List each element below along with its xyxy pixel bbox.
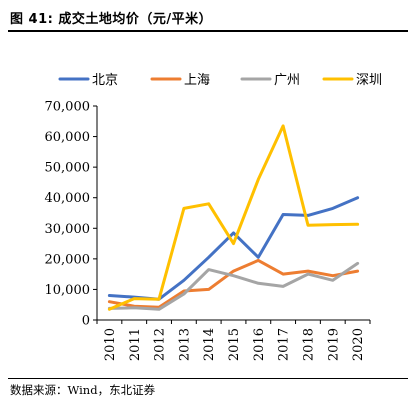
legend: 北京 上海 广州 深圳 bbox=[58, 73, 382, 88]
legend-label-3: 广州 bbox=[274, 73, 300, 88]
x-tick-label: 2012 bbox=[153, 328, 168, 361]
x-tick-label: 2017 bbox=[277, 328, 292, 361]
x-tick-label: 2019 bbox=[326, 328, 341, 361]
series-line-4 bbox=[107, 124, 360, 311]
y-axis: 0 10,000 20,000 30,000 40,000 50,000 60,000 70,… bbox=[45, 100, 98, 329]
x-tick-label: 2014 bbox=[202, 328, 217, 361]
title-rule bbox=[8, 30, 408, 32]
x-tick-label: 2016 bbox=[252, 328, 267, 361]
y-tick-label: 60,000 bbox=[45, 130, 91, 145]
x-tick-label: 2015 bbox=[227, 328, 242, 361]
x-tick-label: 2011 bbox=[128, 328, 143, 361]
y-tick-label: 30,000 bbox=[45, 222, 91, 237]
series-line-3 bbox=[107, 261, 360, 311]
x-axis: 2010 2011 2012 2013 2014 2015 2016 2017 2018 2019… bbox=[96, 319, 371, 361]
legend-label-4: 深圳 bbox=[356, 73, 382, 88]
x-tick-label: 2010 bbox=[103, 328, 118, 361]
figure-title: 图 41: 成交土地均价（元/平米） bbox=[10, 12, 213, 27]
series-line-1 bbox=[107, 196, 360, 301]
y-tick-label: 40,000 bbox=[45, 191, 91, 206]
y-tick-label: 10,000 bbox=[45, 283, 91, 298]
y-tick-label: 20,000 bbox=[45, 252, 91, 267]
y-tick-label: 0 bbox=[82, 314, 90, 329]
x-tick-label: 2020 bbox=[351, 328, 366, 361]
legend-label-1: 北京 bbox=[92, 73, 118, 88]
source-note: 数据来源：Wind，东北证券 bbox=[10, 383, 156, 397]
y-tick-label: 70,000 bbox=[45, 100, 91, 115]
y-tick-label: 50,000 bbox=[45, 161, 91, 176]
x-tick-label: 2018 bbox=[302, 328, 317, 361]
legend-label-2: 上海 bbox=[184, 73, 210, 88]
series-group bbox=[107, 124, 360, 311]
x-tick-label: 2013 bbox=[177, 328, 192, 361]
series-line-2 bbox=[107, 258, 360, 309]
source-rule bbox=[8, 378, 408, 379]
